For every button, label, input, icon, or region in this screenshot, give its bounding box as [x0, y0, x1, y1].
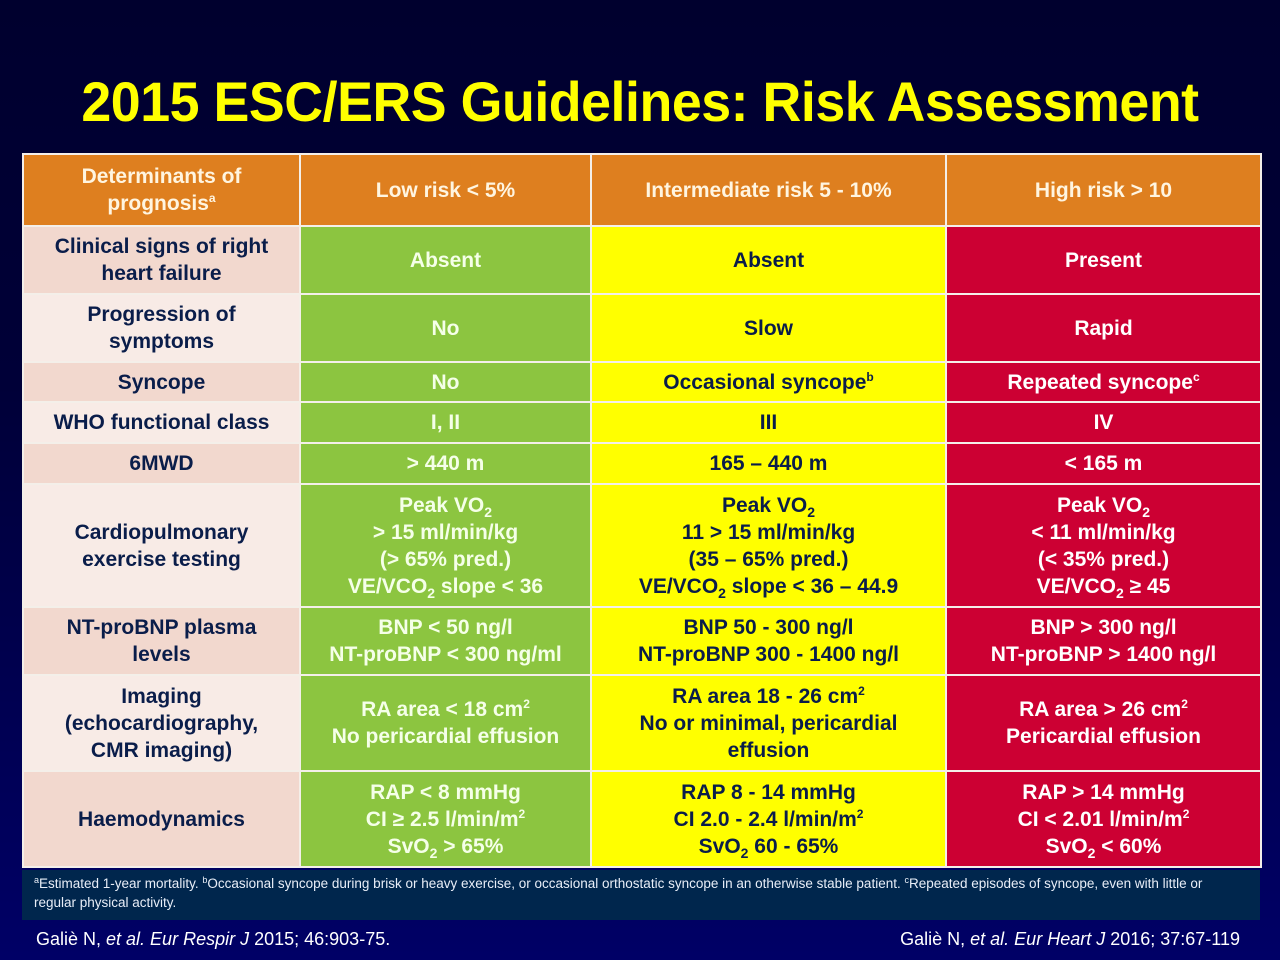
reference-left: Galiè N, et al. Eur Respir J 2015; 46:90…: [36, 929, 391, 949]
row-label: Haemodynamics: [22, 770, 301, 868]
table-row: NT-proBNP plasma levels BNP < 50 ng/l NT…: [22, 606, 1262, 676]
low-risk-cell: Peak VO2 > 15 ml/min/kg (> 65% pred.) VE…: [299, 483, 592, 608]
table-row: Clinical signs of right heart failure Ab…: [22, 225, 1262, 295]
intermediate-risk-cell: III: [590, 401, 947, 444]
header-intermediate-risk: Intermediate risk 5 - 10%: [590, 153, 947, 227]
table-row: 6MWD > 440 m 165 – 440 m < 165 m: [22, 442, 1262, 485]
low-risk-cell: No: [299, 293, 592, 363]
high-risk-cell: Peak VO2 < 11 ml/min/kg (< 35% pred.) VE…: [945, 483, 1262, 608]
row-label: Clinical signs of right heart failure: [22, 225, 301, 295]
row-label: Progression of symptoms: [22, 293, 301, 363]
low-risk-cell: > 440 m: [299, 442, 592, 485]
high-risk-cell: Repeated syncopec: [945, 361, 1262, 403]
intermediate-risk-cell: Peak VO2 11 > 15 ml/min/kg (35 – 65% pre…: [590, 483, 947, 608]
row-label: NT-proBNP plasma levels: [22, 606, 301, 676]
table-row: Cardiopulmonary exercise testing Peak VO…: [22, 483, 1262, 608]
risk-assessment-table: Determinants of prognosisa Low risk < 5%…: [22, 153, 1262, 868]
row-label: WHO functional class: [22, 401, 301, 444]
low-risk-cell: No: [299, 361, 592, 403]
table-row: Progression of symptoms No Slow Rapid: [22, 293, 1262, 363]
header-high-risk: High risk > 10: [945, 153, 1262, 227]
low-risk-cell: BNP < 50 ng/l NT-proBNP < 300 ng/ml: [299, 606, 592, 676]
high-risk-cell: BNP > 300 ng/l NT-proBNP > 1400 ng/l: [945, 606, 1262, 676]
slide-title: 2015 ESC/ERS Guidelines: Risk Assessment: [81, 70, 1199, 133]
high-risk-cell: RA area > 26 cm2 Pericardial effusion: [945, 674, 1262, 772]
low-risk-cell: Absent: [299, 225, 592, 295]
table-footnote: aEstimated 1-year mortality. bOccasional…: [22, 870, 1260, 920]
table-row: Haemodynamics RAP < 8 mmHg CI ≥ 2.5 l/mi…: [22, 770, 1262, 868]
high-risk-cell: Present: [945, 225, 1262, 295]
header-low-risk: Low risk < 5%: [299, 153, 592, 227]
high-risk-cell: < 165 m: [945, 442, 1262, 485]
high-risk-cell: RAP > 14 mmHg CI < 2.01 l/min/m2 SvO2 < …: [945, 770, 1262, 868]
row-label: Imaging (echocardiography, CMR imaging): [22, 674, 301, 772]
low-risk-cell: I, II: [299, 401, 592, 444]
high-risk-cell: Rapid: [945, 293, 1262, 363]
intermediate-risk-cell: RAP 8 - 14 mmHg CI 2.0 - 2.4 l/min/m2 Sv…: [590, 770, 947, 868]
high-risk-cell: IV: [945, 401, 1262, 444]
intermediate-risk-cell: Occasional syncopeb: [590, 361, 947, 403]
row-label: Syncope: [22, 361, 301, 403]
low-risk-cell: RA area < 18 cm2 No pericardial effusion: [299, 674, 592, 772]
header-determinants: Determinants of prognosisa: [22, 153, 301, 227]
intermediate-risk-cell: BNP 50 - 300 ng/l NT-proBNP 300 - 1400 n…: [590, 606, 947, 676]
table-row: Imaging (echocardiography, CMR imaging) …: [22, 674, 1262, 772]
intermediate-risk-cell: Slow: [590, 293, 947, 363]
table-row: Syncope No Occasional syncopeb Repeated …: [22, 361, 1262, 403]
reference-right: Galiè N, et al. Eur Heart J 2016; 37:67-…: [900, 929, 1240, 949]
low-risk-cell: RAP < 8 mmHg CI ≥ 2.5 l/min/m2 SvO2 > 65…: [299, 770, 592, 868]
table-header-row: Determinants of prognosisa Low risk < 5%…: [22, 153, 1262, 227]
row-label: 6MWD: [22, 442, 301, 485]
intermediate-risk-cell: RA area 18 - 26 cm2 No or minimal, peric…: [590, 674, 947, 772]
table-row: WHO functional class I, II III IV: [22, 401, 1262, 444]
intermediate-risk-cell: Absent: [590, 225, 947, 295]
row-label: Cardiopulmonary exercise testing: [22, 483, 301, 608]
intermediate-risk-cell: 165 – 440 m: [590, 442, 947, 485]
